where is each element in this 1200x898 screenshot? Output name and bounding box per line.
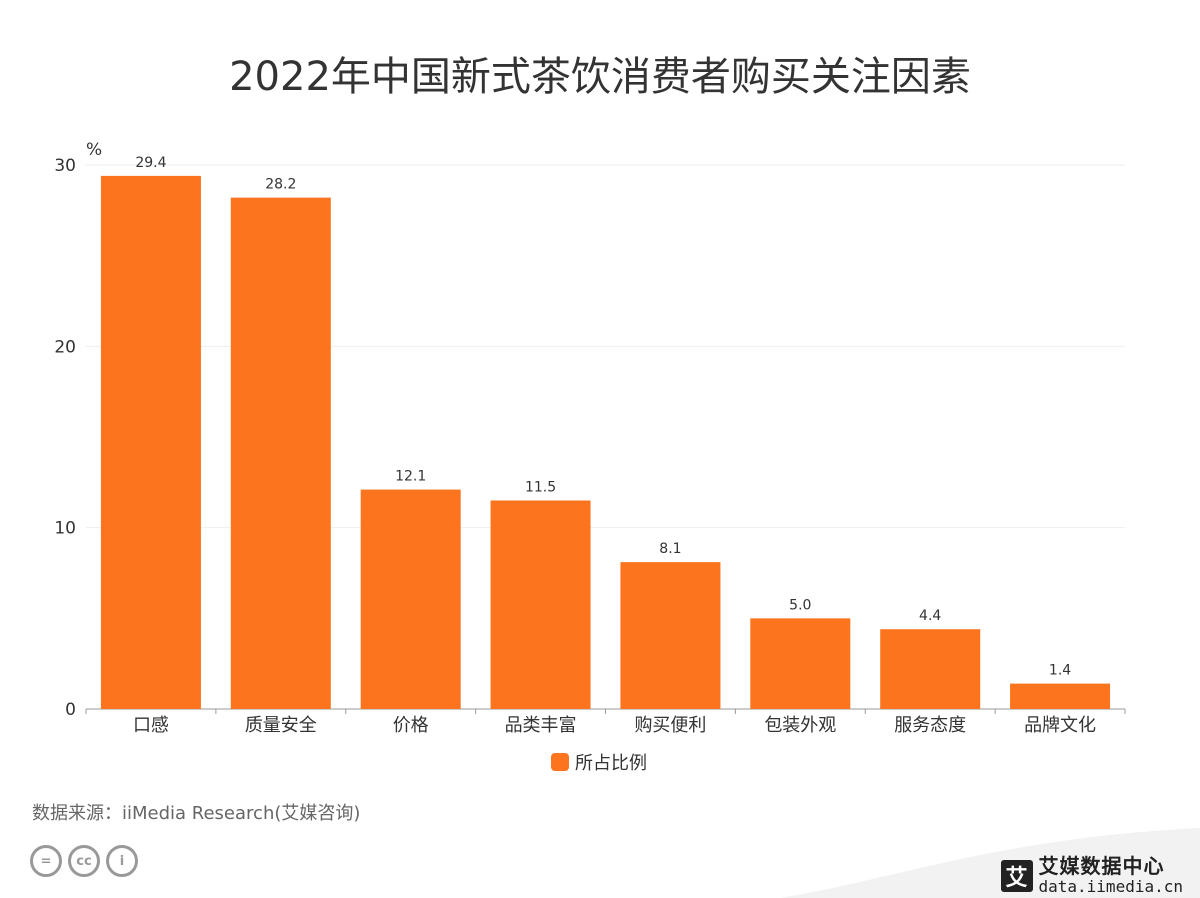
bar-value-label: 11.5 (525, 479, 556, 495)
brand-url: data.iimedia.cn (1038, 877, 1184, 896)
bar (490, 500, 591, 709)
legend-label: 所占比例 (575, 753, 647, 774)
bar-value-label: 1.4 (1049, 663, 1071, 679)
chart-title: 2022年中国新式茶饮消费者购买关注因素 (229, 54, 971, 100)
cc-icon: cc (68, 845, 100, 877)
brand-name: 艾媒数据中心 (1038, 854, 1165, 878)
bar (360, 489, 461, 709)
x-tick-label: 包装外观 (764, 715, 836, 736)
y-tick-label: 0 (65, 700, 76, 720)
x-tick-label: 服务态度 (894, 715, 966, 736)
bar-value-label: 8.1 (659, 541, 681, 557)
cc-by-icon: i (106, 845, 138, 877)
bar (230, 197, 331, 709)
brand-area: 艾 艾媒数据中心 data.iimedia.cn (780, 808, 1200, 898)
bar (750, 618, 851, 709)
brand-logo-icon: 艾 (1000, 859, 1033, 892)
bar (100, 175, 201, 709)
x-tick-label: 购买便利 (634, 715, 706, 736)
bar-chart: 0 10 20 30% 29.4 口感 28.2 质量安全 12.1 价格 11.5 品类丰富 8.1 购… (54, 140, 1126, 774)
bar-value-label: 28.2 (265, 177, 296, 193)
bar-value-label: 29.4 (135, 155, 166, 171)
bar (880, 629, 981, 709)
x-tick-label: 品类丰富 (505, 715, 577, 736)
data-source: 数据来源：iiMedia Research(艾媒咨询) (32, 803, 361, 824)
y-axis-unit: % (86, 140, 102, 160)
y-tick-label: 30 (54, 156, 76, 176)
bar-value-label: 5.0 (789, 597, 811, 613)
brand-wave (780, 828, 1200, 898)
brand-logo: 艾 艾媒数据中心 data.iimedia.cn (1000, 854, 1184, 896)
cc-nd-icon: = (30, 845, 62, 877)
x-tick-label: 质量安全 (245, 715, 317, 736)
legend-swatch (551, 753, 569, 771)
x-tick-label: 口感 (133, 715, 169, 736)
bar (1010, 683, 1111, 709)
y-tick-label: 20 (54, 337, 76, 357)
license-icons: = cc i (30, 845, 138, 877)
y-tick-label: 10 (54, 519, 76, 539)
bar (620, 562, 721, 709)
x-tick-label: 价格 (393, 715, 429, 736)
bar-value-label: 4.4 (919, 608, 941, 624)
bar-value-label: 12.1 (395, 469, 426, 485)
x-tick-label: 品牌文化 (1024, 715, 1096, 736)
